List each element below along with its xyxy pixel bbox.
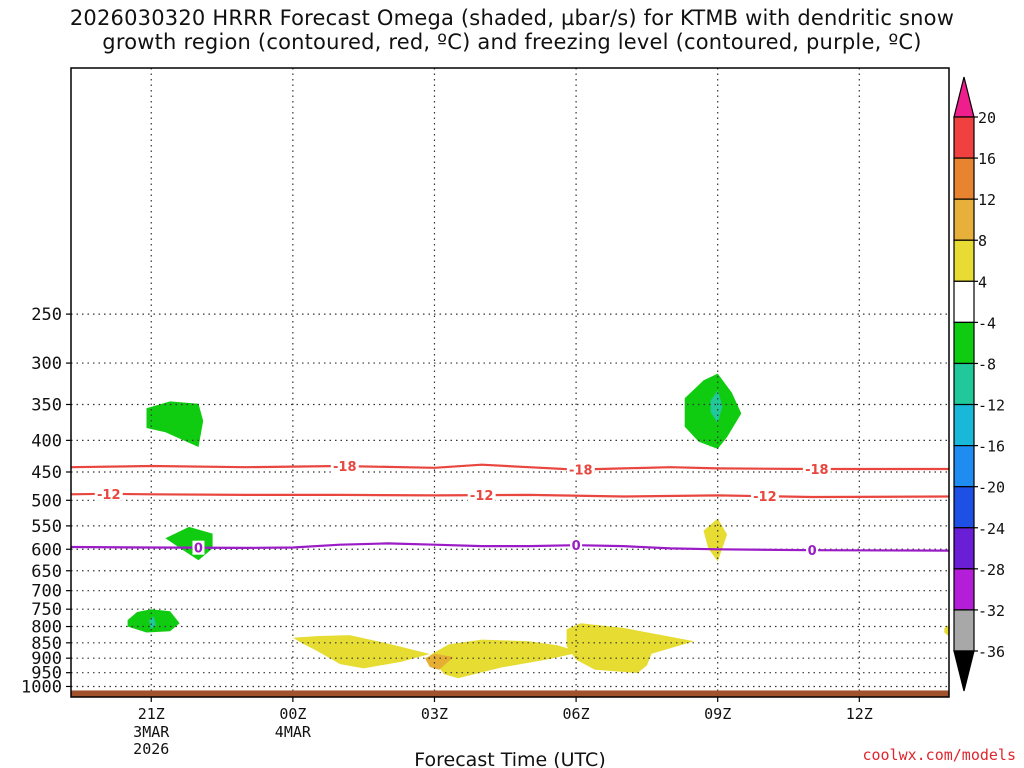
colorbar-cell-0 xyxy=(953,116,975,159)
contour-label-bg--12-0 xyxy=(94,486,123,501)
colorbar-cell-7 xyxy=(953,403,975,447)
colorbar-cell-8 xyxy=(953,445,975,488)
colorbar-label--8: -8 xyxy=(978,355,996,373)
x-tick-label-21Z: 21Z xyxy=(138,705,165,723)
contour-label--12-2: -12 xyxy=(753,490,777,505)
colorbar-label--36: -36 xyxy=(978,643,1005,661)
colorbar-label--32: -32 xyxy=(978,602,1005,620)
contour-label--12-0: -12 xyxy=(97,488,121,503)
x-tick-label-06Z: 06Z xyxy=(563,705,590,723)
colorbar-label-16: 16 xyxy=(978,150,996,168)
colorbar: 20 16 12 8 4 -4 -8 -12 -16 -20 -24 -28 -32 -36 xyxy=(953,76,1005,692)
colorbar-label-4: 4 xyxy=(978,273,987,291)
omega-region-2 xyxy=(710,390,723,423)
y-tick-label-1000: 1000 xyxy=(21,677,62,697)
y-tick-label-500: 500 xyxy=(31,491,62,511)
colorbar-cell-10 xyxy=(953,527,975,570)
colorbar-cell-11 xyxy=(953,568,975,611)
omega-region-0 xyxy=(146,401,204,447)
contour-label-bg--18-0 xyxy=(330,459,359,474)
colorbar-label-20: 20 xyxy=(978,109,996,127)
y-tick-label-850: 850 xyxy=(31,634,62,654)
contour-0 xyxy=(70,542,950,552)
colorbar-label--28: -28 xyxy=(978,561,1005,579)
x-tick-label-09Z: 09Z xyxy=(704,705,731,723)
surface-layer xyxy=(71,690,949,697)
colorbar-label--20: -20 xyxy=(978,479,1005,497)
omega-shading xyxy=(127,373,949,679)
x-tick-label-12Z: 12Z xyxy=(846,705,873,723)
x-tick-label-00Z: 00Z xyxy=(279,705,306,723)
colorbar-cell-9 xyxy=(953,486,975,529)
y-tick-label-250: 250 xyxy=(31,305,62,325)
colorbar-label-8: 8 xyxy=(978,232,987,250)
y-tick-label-450: 450 xyxy=(31,463,62,483)
colorbar-top-triangle xyxy=(953,76,975,118)
y-tick-label-650: 650 xyxy=(31,562,62,582)
omega-region-3 xyxy=(165,526,213,561)
colorbar-label--16: -16 xyxy=(978,438,1005,456)
contour-label-bg-0-1 xyxy=(570,538,583,553)
y-tick-label-750: 750 xyxy=(31,600,62,620)
chart-title-line1: 2026030320 HRRR Forecast Omega (shaded, … xyxy=(69,6,955,30)
surface-band xyxy=(71,690,949,697)
x-tick-sublabel-00Z-0: 4MAR xyxy=(275,723,312,741)
contour-label-0-2: 0 xyxy=(808,544,817,559)
colorbar-label-12: 12 xyxy=(978,191,996,209)
colorbar-cell-1 xyxy=(953,157,975,200)
omega-region-10 xyxy=(566,623,695,673)
x-tick-sublabel-21Z-1: 2026 xyxy=(133,740,169,758)
y-tick-label-350: 350 xyxy=(31,395,62,415)
colorbar-cell-12 xyxy=(953,609,975,652)
contour-label-bg--12-2 xyxy=(750,489,779,504)
y-tick-label-800: 800 xyxy=(31,618,62,638)
contour-label-bg--12-1 xyxy=(467,488,496,503)
y-tick-label-900: 900 xyxy=(31,649,62,669)
omega-region-6 xyxy=(703,518,728,562)
plot-frame xyxy=(70,67,950,698)
colorbar-label--12: -12 xyxy=(978,397,1005,415)
colorbar-cell-2 xyxy=(953,198,975,241)
contour--18 xyxy=(70,463,949,471)
y-tick-label-600: 600 xyxy=(31,540,62,560)
contour-label-bg-0-2 xyxy=(806,543,819,558)
chart-title: 2026030320 HRRR Forecast Omega (shaded, … xyxy=(0,6,1024,54)
contour-label--18-2: -18 xyxy=(805,463,829,478)
x-axis-label: Forecast Time (UTC) xyxy=(414,749,605,768)
y-tick-label-950: 950 xyxy=(31,664,62,684)
omega-region-11 xyxy=(944,624,949,637)
contour-label--18-1: -18 xyxy=(569,463,593,478)
contour--12 xyxy=(70,492,950,499)
contour-label-0-1: 0 xyxy=(572,539,581,554)
contour-label-bg--18-1 xyxy=(566,462,595,477)
colorbar-cell-5 xyxy=(953,321,975,365)
credit-text: coolwx.com/models xyxy=(862,746,1016,764)
contour-label--18-0: -18 xyxy=(333,460,357,475)
contour-label-0-0: 0 xyxy=(194,542,203,557)
y-tick-label-550: 550 xyxy=(31,517,62,537)
colorbar-label--24: -24 xyxy=(978,520,1005,538)
axes: 2503003504004505005506006507007508008509… xyxy=(21,67,950,758)
colorbar-bottom-triangle xyxy=(953,650,975,692)
y-tick-label-400: 400 xyxy=(31,431,62,451)
grid-lines xyxy=(71,68,949,697)
x-tick-label-03Z: 03Z xyxy=(421,705,448,723)
contour-label-bg--18-2 xyxy=(802,461,831,476)
y-tick-label-700: 700 xyxy=(31,582,62,602)
y-tick-label-300: 300 xyxy=(31,354,62,374)
colorbar-cell-3 xyxy=(953,239,975,282)
omega-region-7 xyxy=(292,635,430,669)
chart-title-line2: growth region (contoured, red, ºC) and f… xyxy=(102,30,922,54)
colorbar-label--4: -4 xyxy=(978,314,996,332)
omega-region-8 xyxy=(429,639,581,679)
contour-label-bg-0-0 xyxy=(192,540,205,555)
colorbar-cell-4 xyxy=(953,280,975,323)
colorbar-cell-6 xyxy=(953,362,975,406)
contour-lines: -18 -18 -18 -12 -12 -12 0 0 0 xyxy=(70,459,950,559)
contour-label--12-1: -12 xyxy=(470,489,494,504)
x-tick-sublabel-21Z-0: 3MAR xyxy=(133,723,170,741)
